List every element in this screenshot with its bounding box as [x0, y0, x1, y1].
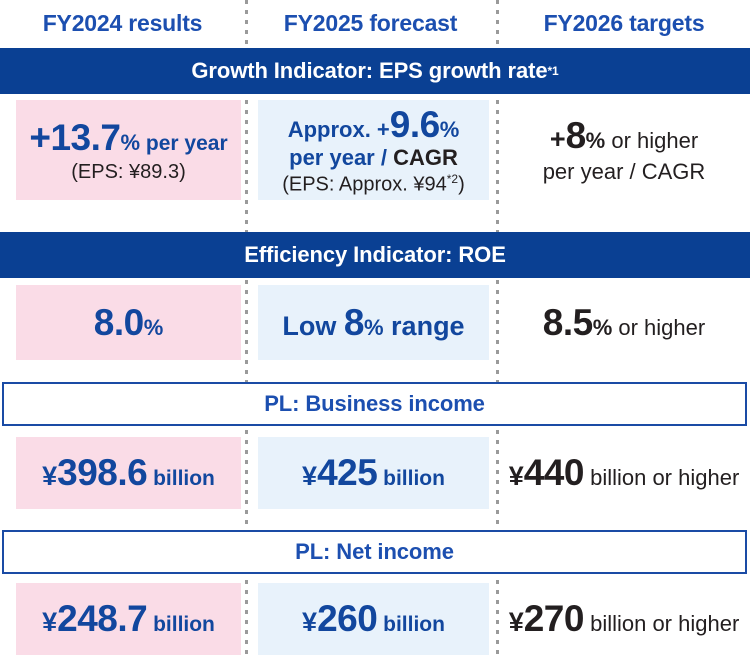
cell-line-primary: ¥440 billion or higher: [509, 452, 740, 493]
value-roe-fy2024: 8.0: [93, 301, 144, 343]
section-banner-roe: Efficiency Indicator: ROE: [0, 232, 750, 278]
currency-yen: ¥: [302, 461, 318, 492]
unit-percent: %: [592, 314, 613, 340]
cell-line-primary: 8.5% or higher: [543, 302, 705, 343]
section-banner-label: PL: Net income: [295, 539, 454, 564]
unit-percent: %: [143, 314, 164, 340]
cell-line-secondary: per year / CAGR: [289, 144, 458, 171]
currency-yen: ¥: [508, 461, 524, 492]
column-header-fy2024: FY2024 results: [42, 9, 203, 36]
label-low: Low: [282, 310, 344, 341]
column-header-fy2025: FY2025 forecast: [283, 9, 458, 36]
footnote-marker-2: *2: [446, 171, 459, 186]
qualifier-or-higher: or higher: [612, 314, 706, 340]
cell-line-primary: Approx. +9.6%: [288, 104, 460, 145]
value-eps-growth-fy2024: +13.7: [29, 116, 121, 158]
cell-line-primary: ¥398.6 billion: [42, 452, 215, 493]
column-header-row: FY2024 results FY2025 forecast FY2026 ta…: [0, 0, 750, 46]
section-banner-label: PL: Business income: [264, 391, 485, 416]
footnote-marker-1: *1: [547, 64, 559, 78]
cell-line-primary: ¥260 billion: [302, 598, 445, 639]
cell-line-primary: 8.0%: [94, 302, 164, 343]
cell-fy2026-net-income: ¥270 billion or higher: [500, 583, 748, 655]
value-net-income-fy2026: 270: [523, 598, 585, 640]
currency-yen: ¥: [302, 607, 318, 638]
unit-billion: billion: [147, 613, 215, 637]
unit-percent: %: [120, 129, 141, 155]
cell-fy2024-roe: 8.0%: [16, 285, 241, 360]
label-cagr: CAGR: [393, 144, 458, 170]
unit-billion-or-higher: billion or higher: [583, 465, 740, 491]
unit-billion: billion: [377, 613, 445, 637]
sign-plus: +: [549, 124, 566, 155]
currency-yen: ¥: [508, 607, 524, 638]
unit-per-year: per year: [140, 131, 228, 155]
cell-line-primary: ¥248.7 billion: [42, 598, 215, 639]
cell-fy2025-roe: Low 8% range: [258, 285, 489, 360]
cell-line-eps-absolute: (EPS: ¥89.3): [71, 161, 186, 184]
unit-per-year: per year /: [289, 144, 394, 170]
value-business-income-fy2024: 398.6: [57, 452, 148, 494]
cell-fy2026-business-income: ¥440 billion or higher: [500, 437, 748, 509]
value-roe-fy2025: 8: [343, 301, 365, 343]
cell-fy2024-eps: +13.7% per year (EPS: ¥89.3): [16, 100, 241, 200]
label-approx: Approx. +: [287, 117, 390, 143]
cell-line-primary: Low 8% range: [282, 302, 464, 343]
column-header-fy2026: FY2026 targets: [543, 9, 705, 36]
cell-line-primary: +13.7% per year: [29, 117, 227, 158]
unit-percent: %: [439, 117, 460, 143]
cell-line-primary: +8% or higher: [550, 115, 698, 156]
eps-absolute-close: ): [458, 173, 465, 196]
cell-fy2026-roe: 8.5% or higher: [500, 285, 748, 360]
column-divider-left: [245, 0, 248, 657]
unit-billion-or-higher: billion or higher: [583, 611, 740, 637]
column-divider-right: [496, 0, 499, 657]
cell-fy2025-business-income: ¥425 billion: [258, 437, 489, 509]
cell-fy2024-business-income: ¥398.6 billion: [16, 437, 241, 509]
section-banner-eps-growth: Growth Indicator: EPS growth rate *1: [0, 48, 750, 94]
section-banner-label: Growth Indicator: EPS growth rate: [191, 58, 548, 83]
label-range: range: [383, 310, 465, 341]
value-roe-fy2026: 8.5: [542, 301, 593, 343]
unit-billion: billion: [377, 467, 445, 491]
value-eps-growth-fy2026: 8: [565, 115, 587, 157]
unit-billion: billion: [147, 467, 215, 491]
cell-fy2025-net-income: ¥260 billion: [258, 583, 489, 655]
value-net-income-fy2025: 260: [317, 598, 378, 640]
currency-yen: ¥: [42, 607, 58, 638]
value-eps-growth-fy2025: 9.6: [389, 104, 440, 146]
unit-percent: %: [585, 128, 606, 154]
cell-fy2024-net-income: ¥248.7 billion: [16, 583, 241, 655]
value-business-income-fy2025: 425: [317, 452, 378, 494]
cell-line-primary: ¥270 billion or higher: [509, 598, 740, 639]
section-banner-business-income: PL: Business income: [2, 382, 747, 426]
section-banner-net-income: PL: Net income: [2, 530, 747, 574]
cell-fy2026-eps: +8% or higher per year / CAGR: [500, 100, 748, 200]
cell-line-eps-absolute: (EPS: Approx. ¥94*2): [282, 171, 465, 196]
eps-absolute-text: (EPS: Approx. ¥94: [282, 173, 447, 196]
cell-line-secondary: per year / CAGR: [542, 158, 706, 184]
section-banner-label: Efficiency Indicator: ROE: [244, 242, 506, 267]
value-net-income-fy2024: 248.7: [57, 598, 148, 640]
unit-percent: %: [363, 314, 384, 340]
value-business-income-fy2026: 440: [523, 452, 585, 494]
qualifier-or-higher: or higher: [605, 128, 699, 154]
cell-fy2025-eps: Approx. +9.6% per year / CAGR (EPS: Appr…: [258, 100, 489, 200]
cell-line-primary: ¥425 billion: [302, 452, 445, 493]
currency-yen: ¥: [42, 461, 58, 492]
